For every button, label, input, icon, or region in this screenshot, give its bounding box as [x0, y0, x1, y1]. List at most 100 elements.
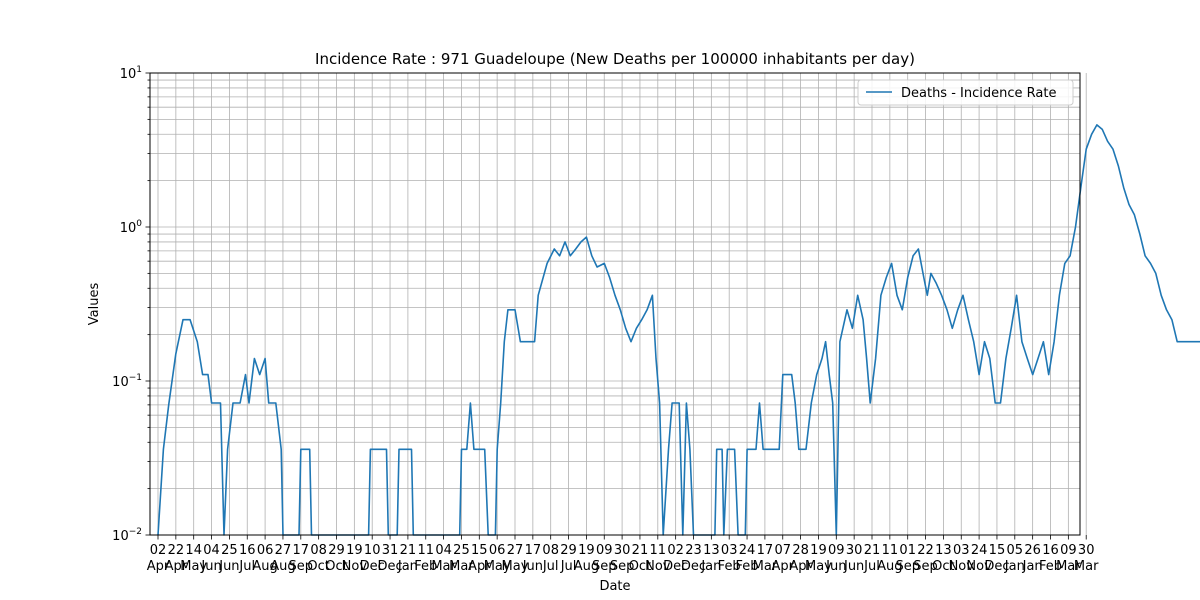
x-tick-label-month: May [484, 559, 511, 574]
x-tick-label-month: Mar [431, 559, 456, 574]
x-tick-label-month: Jan [1022, 559, 1043, 574]
x-tick-label-month: Nov [966, 559, 992, 574]
x-tick-label-day: 08 [542, 543, 559, 558]
x-tick-label-month: Dec [663, 559, 688, 574]
axes-frame [149, 72, 1081, 536]
x-tick-label-day: 06 [489, 543, 506, 558]
x-tick-label-day: 16 [239, 543, 256, 558]
x-tick-label-month: May [180, 559, 207, 574]
x-tick-label-day: 21 [864, 543, 881, 558]
x-tick-label-month: Oct [325, 559, 347, 574]
x-tick-label-month: Dec [377, 559, 402, 574]
x-tick-label-month: Apr [772, 559, 795, 574]
x-tick-label-day: 05 [1007, 543, 1024, 558]
y-tick-label: 101 [120, 65, 142, 82]
x-tick-label-month: Jun [825, 559, 846, 574]
x-tick-label-day: 29 [560, 543, 577, 558]
x-tick-label-day: 25 [453, 543, 470, 558]
x-tick-label-day: 14 [185, 543, 202, 558]
x-axis: 02Apr22Apr14May04Jun25Jun16Jul06Aug27Aug… [147, 535, 1099, 574]
x-tick-label-month: Oct [307, 559, 329, 574]
y-axis-label: Values [87, 283, 102, 326]
x-tick-label-month: Nov [949, 559, 975, 574]
x-tick-label-month: Sep [610, 559, 635, 574]
x-tick-label-month: Jul [542, 559, 559, 574]
grid [150, 72, 1087, 536]
x-tick-label-month: Mar [449, 559, 474, 574]
x-tick-label-month: Jun [218, 559, 239, 574]
y-tick-label: 10−2 [112, 527, 142, 544]
x-tick-label-day: 09 [828, 543, 845, 558]
x-tick-label-day: 01 [899, 543, 916, 558]
x-tick-label-month: Jan [397, 559, 418, 574]
x-tick-label-day: 21 [400, 543, 417, 558]
x-tick-label-day: 13 [703, 543, 720, 558]
x-tick-label-day: 30 [846, 543, 863, 558]
x-tick-label-month: Mar [1074, 559, 1099, 574]
x-tick-label-month: Feb [1039, 559, 1062, 574]
x-tick-label-day: 29 [328, 543, 345, 558]
x-tick-label-day: 03 [953, 543, 970, 558]
x-tick-label-day: 22 [917, 543, 934, 558]
x-tick-label-month: Dec [984, 559, 1009, 574]
x-tick-label-day: 19 [810, 543, 827, 558]
x-tick-label-day: 11 [650, 543, 667, 558]
x-tick-label-day: 31 [382, 543, 399, 558]
x-tick-label-month: Jan [700, 559, 721, 574]
x-tick-label-month: Dec [681, 559, 706, 574]
x-tick-label-month: Jun [200, 559, 221, 574]
x-tick-label-day: 03 [721, 543, 738, 558]
x-tick-label-month: May [502, 559, 529, 574]
legend: Deaths - Incidence Rate [857, 79, 1074, 106]
x-tick-label-month: Sep [592, 559, 617, 574]
x-tick-label-day: 15 [989, 543, 1006, 558]
x-tick-label-day: 28 [792, 543, 809, 558]
x-tick-label-month: Sep [895, 559, 920, 574]
x-tick-label-month: Jan [1004, 559, 1025, 574]
x-tick-label-day: 27 [507, 543, 524, 558]
chart-title: Incidence Rate : 971 Guadeloupe (New Dea… [315, 50, 915, 68]
x-tick-label-month: Oct [932, 559, 954, 574]
x-tick-label-month: Feb [414, 559, 437, 574]
x-tick-label-month: Aug [574, 559, 599, 574]
y-axis: 10−2 10−1 100 101 [112, 65, 150, 544]
legend-entry: Deaths - Incidence Rate [901, 86, 1056, 101]
x-tick-label-day: 04 [435, 543, 452, 558]
x-tick-label-month: Dec [360, 559, 385, 574]
x-tick-label-month: Jun [522, 559, 543, 574]
x-tick-label-day: 24 [971, 543, 988, 558]
x-tick-label-day: 19 [578, 543, 595, 558]
x-tick-label-day: 06 [257, 543, 274, 558]
x-tick-label-day: 08 [310, 543, 327, 558]
x-tick-label-day: 25 [221, 543, 238, 558]
x-tick-label-month: Aug [252, 559, 277, 574]
x-tick-label-day: 27 [275, 543, 292, 558]
x-tick-label-month: May [805, 559, 832, 574]
x-tick-label-day: 17 [757, 543, 774, 558]
x-tick-label-day: 13 [935, 543, 952, 558]
x-tick-label-month: Nov [645, 559, 671, 574]
x-tick-label-month: Apr [165, 559, 188, 574]
x-tick-label-month: Mar [753, 559, 778, 574]
x-tick-label-month: Sep [913, 559, 938, 574]
x-tick-label-day: 17 [525, 543, 542, 558]
x-tick-label-day: 17 [293, 543, 310, 558]
x-tick-label-day: 26 [1024, 543, 1041, 558]
x-tick-label-day: 10 [364, 543, 381, 558]
x-tick-label-month: Nov [342, 559, 368, 574]
series-line [157, 124, 1200, 536]
x-tick-label-day: 02 [667, 543, 684, 558]
x-tick-label-day: 11 [882, 543, 899, 558]
x-axis-label: Date [599, 579, 630, 594]
x-tick-label-day: 02 [150, 543, 167, 558]
x-tick-label-month: Aug [270, 559, 295, 574]
x-tick-label-month: Jul [863, 559, 880, 574]
x-tick-label-day: 07 [774, 543, 791, 558]
x-tick-label-day: 30 [1078, 543, 1095, 558]
x-tick-label-month: Apr [789, 559, 812, 574]
x-tick-label-day: 09 [596, 543, 613, 558]
x-tick-label-month: Apr [147, 559, 170, 574]
x-tick-label-day: 30 [614, 543, 631, 558]
x-tick-label-day: 23 [685, 543, 702, 558]
